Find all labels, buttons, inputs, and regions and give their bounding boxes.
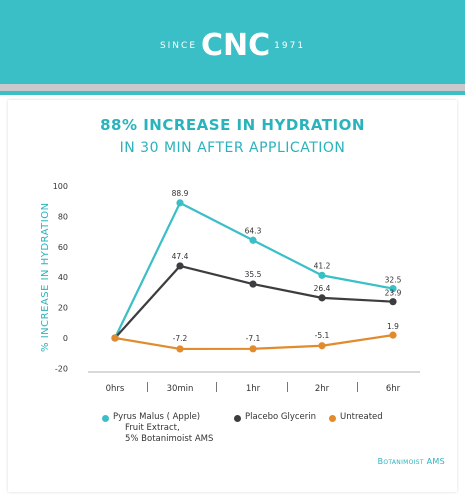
header-banner: SINCE CNC 1971: [0, 0, 465, 84]
x-tick-label: 0hrs: [106, 384, 125, 394]
data-point: [389, 285, 397, 293]
legend-item: Placebo Glycerin: [234, 412, 317, 423]
logo-year: 1971: [274, 40, 306, 51]
x-tick-label: 1hr: [246, 384, 261, 394]
banner-stripe-gray: [0, 84, 465, 91]
y-tick-label: 20: [58, 304, 68, 313]
data-label: 41.2: [314, 261, 331, 270]
y-tick-label: -20: [55, 364, 68, 373]
logo-since: SINCE: [159, 40, 198, 51]
data-point: [176, 262, 184, 270]
brand-logo: SINCE CNC 1971: [0, 28, 465, 63]
legend-marker: [234, 415, 241, 422]
data-label: 88.9: [172, 189, 189, 198]
data-point: [318, 294, 326, 302]
x-tick-label: 30min: [167, 384, 194, 394]
y-tick-label: 100: [53, 182, 68, 191]
data-label: 26.4: [314, 284, 331, 293]
chart-legend: Pyrus Malus ( Apple) Fruit Extract, 5% Bot…: [0, 412, 465, 452]
legend-label: Placebo Glycerin: [245, 412, 317, 422]
banner-stripe-teal: [0, 91, 465, 95]
data-label: 47.4: [172, 252, 189, 261]
y-tick-label: 40: [58, 273, 68, 282]
legend-label: Untreated: [340, 412, 383, 422]
data-point: [389, 298, 397, 306]
data-label: 23.9: [385, 289, 402, 298]
chart-subtitle: IN 30 MIN AFTER APPLICATION: [119, 140, 346, 156]
y-axis-label: % INCREASE IN HYDRATION: [40, 202, 51, 352]
data-label: 32.5: [385, 276, 402, 285]
data-point: [249, 345, 257, 353]
legend-item: Pyrus Malus ( Apple) Fruit Extract, 5% Bot…: [102, 412, 214, 445]
y-tick-label: 80: [58, 212, 68, 221]
data-point: [176, 199, 184, 207]
y-tick-label: 60: [58, 243, 68, 252]
legend-label: Pyrus Malus ( Apple) Fruit Extract, 5% Bot…: [113, 412, 214, 444]
data-label: 35.5: [245, 270, 262, 279]
data-point: [111, 334, 119, 342]
data-point: [176, 345, 184, 353]
logo-name: CNC: [201, 28, 271, 63]
legend-marker: [102, 415, 109, 422]
data-point: [389, 331, 397, 339]
legend-marker: [329, 415, 336, 422]
x-tick-label: 6hr: [386, 384, 401, 394]
y-tick-label: 0: [63, 334, 68, 343]
chart-title: 88% INCREASE IN HYDRATION: [100, 116, 365, 134]
data-point: [318, 342, 326, 350]
data-point: [249, 236, 257, 244]
data-label: 64.3: [245, 226, 262, 235]
data-point: [318, 271, 326, 279]
data-label: -7.2: [173, 334, 188, 343]
chart-card: [8, 100, 457, 492]
legend-item: Untreated: [329, 412, 383, 423]
source-label: Botanimoist AMS: [377, 457, 445, 466]
data-label: -5.1: [315, 331, 330, 340]
data-label: 1.9: [387, 322, 399, 331]
data-label: -7.1: [246, 334, 261, 343]
data-point: [249, 280, 257, 288]
x-tick-label: 2hr: [315, 384, 330, 394]
